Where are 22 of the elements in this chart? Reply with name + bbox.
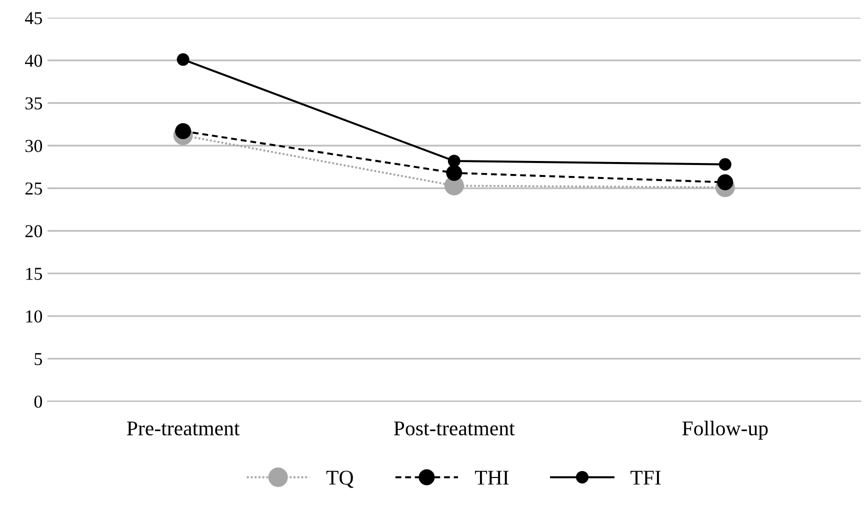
point	[448, 154, 460, 168]
y-tick-label: 10	[26, 310, 42, 323]
y-tick-label: 35	[26, 97, 42, 110]
x-tick-label: Follow-up	[682, 420, 768, 440]
y-tick-label: 40	[25, 54, 42, 67]
y-tick-label: 15	[26, 268, 42, 280]
y-tick-label: 5	[34, 353, 42, 366]
point	[446, 164, 462, 181]
point	[717, 174, 734, 190]
x-tick-label: Pre-treatment	[127, 422, 240, 436]
point	[718, 158, 732, 171]
x-tick-label: Post-treatment	[394, 422, 515, 436]
legend-label: TFI	[630, 470, 661, 485]
y-tick-label: 0	[34, 396, 42, 408]
y-tick-label: 30	[26, 140, 42, 152]
legend-label: TQ	[326, 470, 354, 488]
point	[176, 53, 190, 66]
y-tick-label: 25	[25, 182, 42, 195]
point	[175, 123, 192, 140]
legend-label: THI	[474, 470, 509, 485]
y-tick-label: 20	[25, 225, 42, 238]
y-tick-label: 45	[25, 12, 42, 24]
